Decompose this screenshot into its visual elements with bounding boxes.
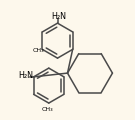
- Text: H₂N: H₂N: [51, 12, 66, 21]
- Text: CH₃: CH₃: [32, 48, 44, 53]
- Text: H₂N: H₂N: [18, 71, 33, 80]
- Text: CH₃: CH₃: [42, 107, 53, 112]
